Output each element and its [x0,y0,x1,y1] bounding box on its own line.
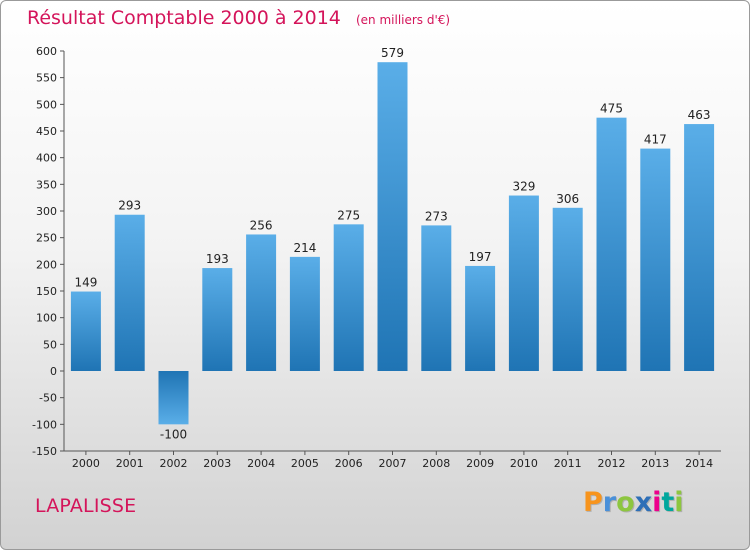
bar [202,268,233,371]
y-tick-label: 150 [36,285,57,298]
y-tick-label: 600 [36,45,57,58]
bar [596,117,627,372]
title-row: Résultat Comptable 2000 à 2014 (en milli… [27,7,450,29]
x-tick-label: 2005 [291,457,319,470]
x-tick-label: 2003 [203,457,231,470]
bar [114,214,145,371]
x-tick-label: 2012 [598,457,626,470]
bar [684,124,715,371]
y-tick-label: 350 [36,178,57,191]
data-label: 463 [688,108,711,122]
y-tick-label: 500 [36,98,57,111]
proxiti-logo[interactable]: Proxiti [583,487,684,518]
y-tick-label: 400 [36,152,57,165]
chart-title: Résultat Comptable 2000 à 2014 [27,7,341,29]
x-tick-label: 2004 [247,457,275,470]
y-tick-label: -100 [32,418,57,431]
y-tick-label: 200 [36,258,57,271]
y-tick-label: 550 [36,72,57,85]
y-tick-label: 0 [50,365,57,378]
data-label: 306 [556,192,579,206]
bar [508,195,539,371]
x-tick-label: 2011 [554,457,582,470]
data-label: -100 [160,427,187,441]
y-tick-label: -150 [32,445,57,458]
data-label: 193 [206,252,229,266]
data-label: 275 [337,208,360,222]
x-tick-label: 2008 [422,457,450,470]
bar [70,291,101,371]
x-tick-label: 2009 [466,457,494,470]
y-tick-label: 250 [36,232,57,245]
chart-subtitle: (en milliers d'€) [355,13,451,27]
bar [333,224,364,371]
data-label: 197 [469,250,492,264]
x-tick-label: 2014 [685,457,713,470]
data-labels-group: 149 293 -100 193 256 214 275 579 273 197 329 306 475… [74,46,710,441]
y-tick-label: 100 [36,312,57,325]
y-tick-label: 300 [36,205,57,218]
bar [465,265,496,371]
data-label: 417 [644,133,667,147]
x-tick-label: 2010 [510,457,538,470]
x-tick-label: 2001 [116,457,144,470]
x-tick-label: 2007 [379,457,407,470]
x-tick-label: 2013 [641,457,669,470]
bar [640,148,671,371]
x-tick-label: 2000 [72,457,100,470]
y-tick-label: -50 [39,392,57,405]
bar [246,234,277,371]
bar [377,62,408,371]
y-tick-label: 50 [43,338,57,351]
bar [421,225,452,371]
bar [552,207,583,371]
data-label: 214 [293,241,316,255]
data-label: 579 [381,46,404,60]
bar [158,371,189,425]
x-tick-label: 2002 [160,457,188,470]
data-label: 273 [425,209,448,223]
bars-group [70,62,715,425]
data-label: 256 [250,218,273,232]
data-label: 293 [118,199,141,213]
data-label: 149 [74,276,97,290]
bar [289,256,320,371]
axes-group: -150 -100 -50 0 50 100 150 200 250 300 350 400 450 50… [32,45,721,470]
data-label: 475 [600,102,623,116]
y-tick-label: 450 [36,125,57,138]
data-label: 329 [512,180,535,194]
commune-name: LAPALISSE [35,495,137,517]
x-tick-label: 2006 [335,457,363,470]
